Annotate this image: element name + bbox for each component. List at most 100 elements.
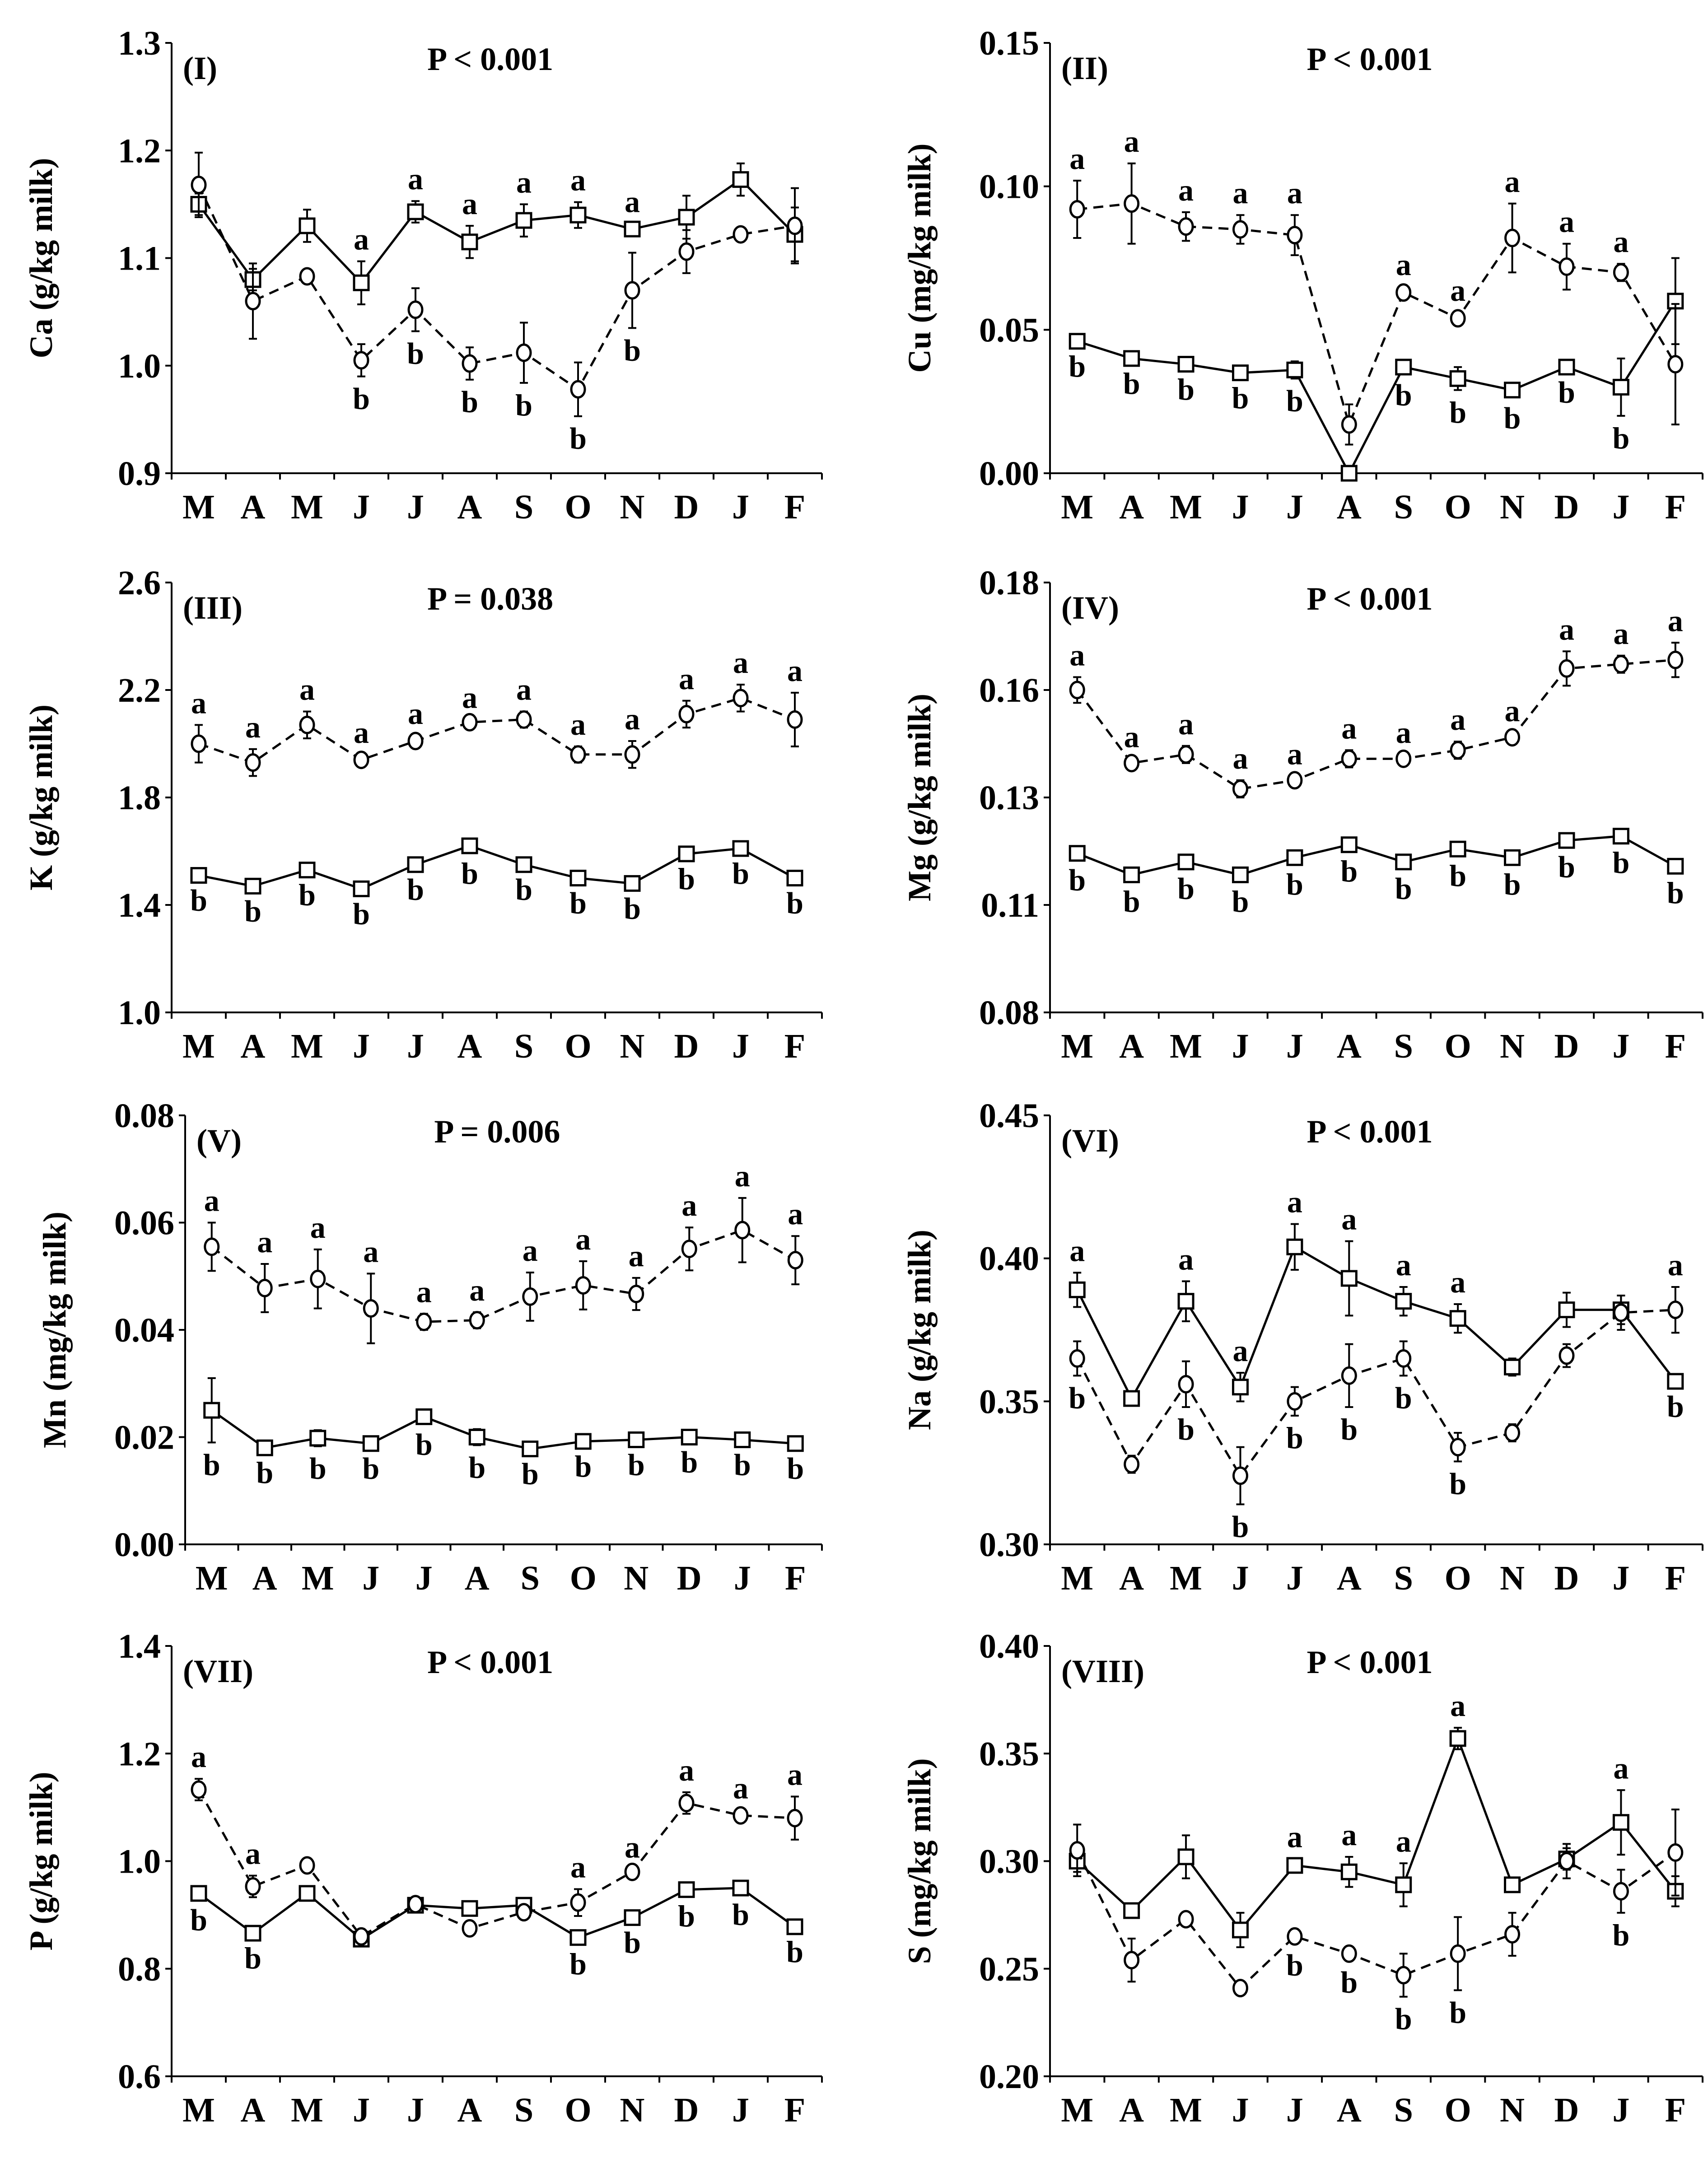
sig-letter-a: a <box>625 1830 640 1864</box>
sig-letter-b: b <box>244 894 261 928</box>
x-tick-label: M <box>1061 2091 1093 2129</box>
x-tick-label: D <box>677 1559 702 1597</box>
data-point-square <box>1286 1857 1303 1874</box>
sig-letter-b: b <box>1558 850 1575 884</box>
x-tick-label: J <box>1286 2091 1303 2129</box>
sig-letter-a: a <box>523 1233 538 1268</box>
sig-letter-a: a <box>1069 638 1085 672</box>
data-point-square <box>190 867 207 884</box>
data-point-square <box>732 171 749 188</box>
sig-letter-b: b <box>1395 378 1412 412</box>
x-tick-label: M <box>182 1027 215 1065</box>
sig-letter-b: b <box>1123 366 1140 401</box>
data-point-square <box>407 203 424 220</box>
sig-letter-b: b <box>461 385 478 419</box>
sig-letter-a: a <box>735 1159 750 1193</box>
x-tick-label: S <box>521 1559 540 1597</box>
panel-V: 0.000.020.040.060.08M A M J J A S O N D J FMn (mg/k… <box>37 1097 823 1597</box>
x-tick-label: A <box>1119 2091 1144 2129</box>
x-tick-label: S <box>514 488 533 526</box>
sig-letter-b: b <box>407 872 424 907</box>
y-tick-label: 0.11 <box>981 886 1039 924</box>
sig-letter-b: b <box>1504 401 1521 435</box>
data-point-square <box>624 220 641 238</box>
data-point-square <box>407 856 424 873</box>
panel-VIII: 0.200.250.300.350.40M A M J J A S O N D J FS (mg/kg… <box>901 1627 1703 2129</box>
x-tick-label: D <box>674 2091 699 2129</box>
sig-letter-a: a <box>191 1739 206 1774</box>
data-point-circle <box>299 1856 315 1875</box>
x-tick-label: M <box>291 1027 323 1065</box>
series-line-square-solid <box>198 844 796 890</box>
x-tick-label: M <box>291 2091 323 2129</box>
sig-letter-a: a <box>679 662 694 696</box>
data-point-square <box>1395 853 1412 871</box>
data-point-square <box>1123 866 1140 883</box>
sig-letter-b: b <box>353 382 370 416</box>
sig-letter-a: a <box>1287 737 1302 771</box>
sig-letter-b: b <box>522 1457 539 1491</box>
sig-letter-a: a <box>733 645 748 680</box>
data-point-square <box>1123 1390 1140 1407</box>
sig-letter-b: b <box>1232 884 1249 918</box>
sig-letter-b: b <box>190 1903 207 1937</box>
sig-letter-b: b <box>1069 349 1086 383</box>
x-tick-label: J <box>407 488 424 526</box>
series-line-square-solid <box>1076 1735 1676 1932</box>
sig-letter-b: b <box>407 336 424 371</box>
x-tick-label: D <box>1554 2091 1579 2129</box>
data-point-square <box>203 1402 220 1419</box>
y-tick-label: 0.35 <box>979 1383 1039 1421</box>
sig-letter-a: a <box>1069 1233 1085 1268</box>
sig-letter-b: b <box>1612 1918 1629 1952</box>
y-tick-label: 0.6 <box>118 2058 161 2096</box>
data-point-square <box>678 1881 695 1898</box>
sig-letter-a: a <box>1341 711 1357 745</box>
data-point-square <box>1449 1310 1466 1327</box>
x-tick-label: J <box>353 488 370 526</box>
x-tick-label: A <box>241 488 266 526</box>
x-tick-label: N <box>620 1027 645 1065</box>
data-point-square <box>678 845 695 862</box>
y-tick-label: 0.13 <box>979 779 1039 817</box>
data-point-circle <box>1559 257 1575 276</box>
sig-letter-a: a <box>1178 173 1194 207</box>
sig-letter-b: b <box>1395 1380 1412 1415</box>
x-tick-label: M <box>1170 488 1202 526</box>
sig-letter-a: a <box>416 1274 432 1309</box>
sig-letter-b: b <box>299 878 316 912</box>
x-tick-label: S <box>1394 1027 1413 1065</box>
y-tick-label: 1.0 <box>118 994 161 1032</box>
data-point-circle <box>733 689 749 708</box>
x-tick-label: A <box>457 2091 482 2129</box>
x-tick-label: O <box>1445 1027 1471 1065</box>
x-tick-label: S <box>514 2091 533 2129</box>
sig-letter-a: a <box>570 707 586 741</box>
x-tick-label: M <box>1170 1559 1202 1597</box>
x-tick-label: M <box>302 1559 334 1597</box>
data-point-square <box>1177 853 1195 871</box>
x-tick-label: F <box>1665 1559 1686 1597</box>
data-point-square <box>1612 378 1629 396</box>
y-tick-label: 1.3 <box>118 24 161 62</box>
x-tick-label: J <box>1232 2091 1249 2129</box>
sig-letter-b: b <box>190 883 207 918</box>
y-tick-label: 2.6 <box>118 564 161 602</box>
data-point-circle <box>678 1794 695 1813</box>
x-tick-label: S <box>1394 1559 1413 1597</box>
data-point-circle <box>624 281 640 300</box>
sig-letter-a: a <box>1450 273 1465 308</box>
sig-letter-a: a <box>310 1210 326 1245</box>
data-point-circle <box>353 351 369 370</box>
sig-letter-a: a <box>1450 702 1465 737</box>
p-value: P = 0.006 <box>434 1114 560 1150</box>
data-point-circle <box>681 1240 697 1259</box>
x-tick-label: M <box>1061 488 1093 526</box>
data-point-circle <box>1559 1346 1575 1365</box>
x-tick-label: M <box>196 1559 228 1597</box>
y-axis-label: Mg (g/kg milk) <box>901 694 938 901</box>
x-tick-label: J <box>1612 1559 1629 1597</box>
panel-I: 0.91.01.11.21.3M A M J J A S O N D J FCa (g/kg milk… <box>23 24 823 526</box>
sig-letter-a: a <box>1396 1824 1411 1858</box>
data-point-square <box>244 877 261 895</box>
